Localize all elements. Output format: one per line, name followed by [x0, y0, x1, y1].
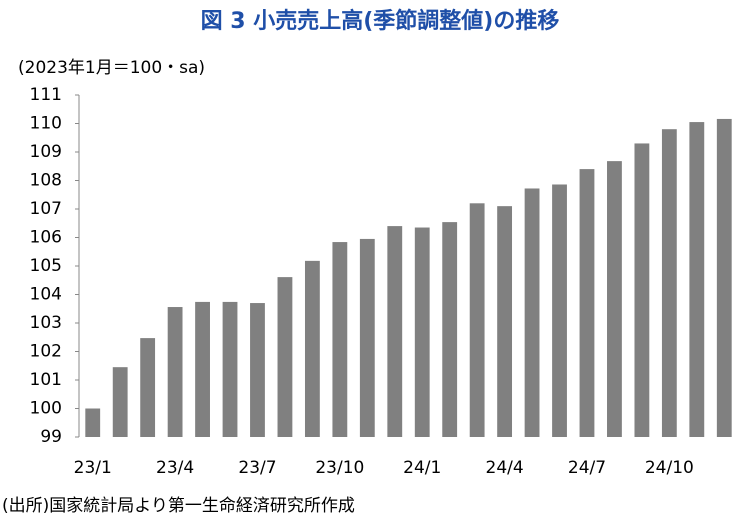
x-tick-label: 23/1	[74, 458, 112, 478]
x-tick-label: 24/4	[486, 458, 524, 478]
bar	[524, 188, 540, 437]
bar	[607, 161, 622, 437]
bar	[359, 238, 375, 437]
y-tick-label: 109	[30, 142, 62, 162]
bar	[497, 206, 513, 437]
bar	[195, 301, 210, 437]
bar	[112, 367, 128, 437]
chart-title: 図 3 小売売上高(季節調整値)の推移	[201, 8, 560, 34]
y-tick-label: 106	[30, 228, 62, 248]
y-tick-label: 107	[30, 199, 62, 219]
x-tick-label: 23/4	[156, 458, 194, 478]
bar	[222, 301, 238, 437]
bar	[85, 408, 101, 437]
y-tick-label: 105	[30, 256, 62, 276]
x-tick-label: 23/7	[238, 458, 276, 478]
y-tick-label: 111	[30, 85, 62, 105]
y-tick-label: 104	[30, 285, 62, 305]
y-tick-label: 103	[30, 313, 62, 333]
x-tick-label: 24/7	[568, 458, 606, 478]
bar	[277, 277, 293, 437]
bar	[140, 338, 156, 437]
bar	[579, 169, 595, 437]
bar	[552, 184, 567, 437]
bar	[469, 203, 485, 437]
source-note: (出所)国家統計局より第一生命経済研究所作成	[2, 496, 355, 516]
bar	[716, 118, 732, 437]
bar	[442, 222, 458, 437]
bar	[414, 227, 430, 437]
bar	[634, 143, 650, 437]
bar	[167, 307, 183, 437]
bar	[689, 122, 705, 437]
y-tick-label: 110	[30, 114, 62, 134]
y-tick-label: 100	[30, 399, 62, 419]
y-tick-label: 102	[30, 342, 62, 362]
bar	[661, 129, 677, 437]
bar	[332, 242, 348, 437]
x-tick-label: 23/10	[315, 458, 364, 478]
x-tick-label: 24/10	[645, 458, 694, 478]
bar	[304, 260, 320, 437]
y-tick-label: 101	[30, 370, 62, 390]
unit-label: (2023年1月＝100・sa)	[18, 58, 205, 78]
y-tick-label: 108	[30, 171, 62, 191]
bar	[250, 303, 265, 437]
x-tick-label: 24/1	[403, 458, 441, 478]
y-tick-label: 99	[40, 427, 62, 447]
bar	[387, 226, 403, 437]
